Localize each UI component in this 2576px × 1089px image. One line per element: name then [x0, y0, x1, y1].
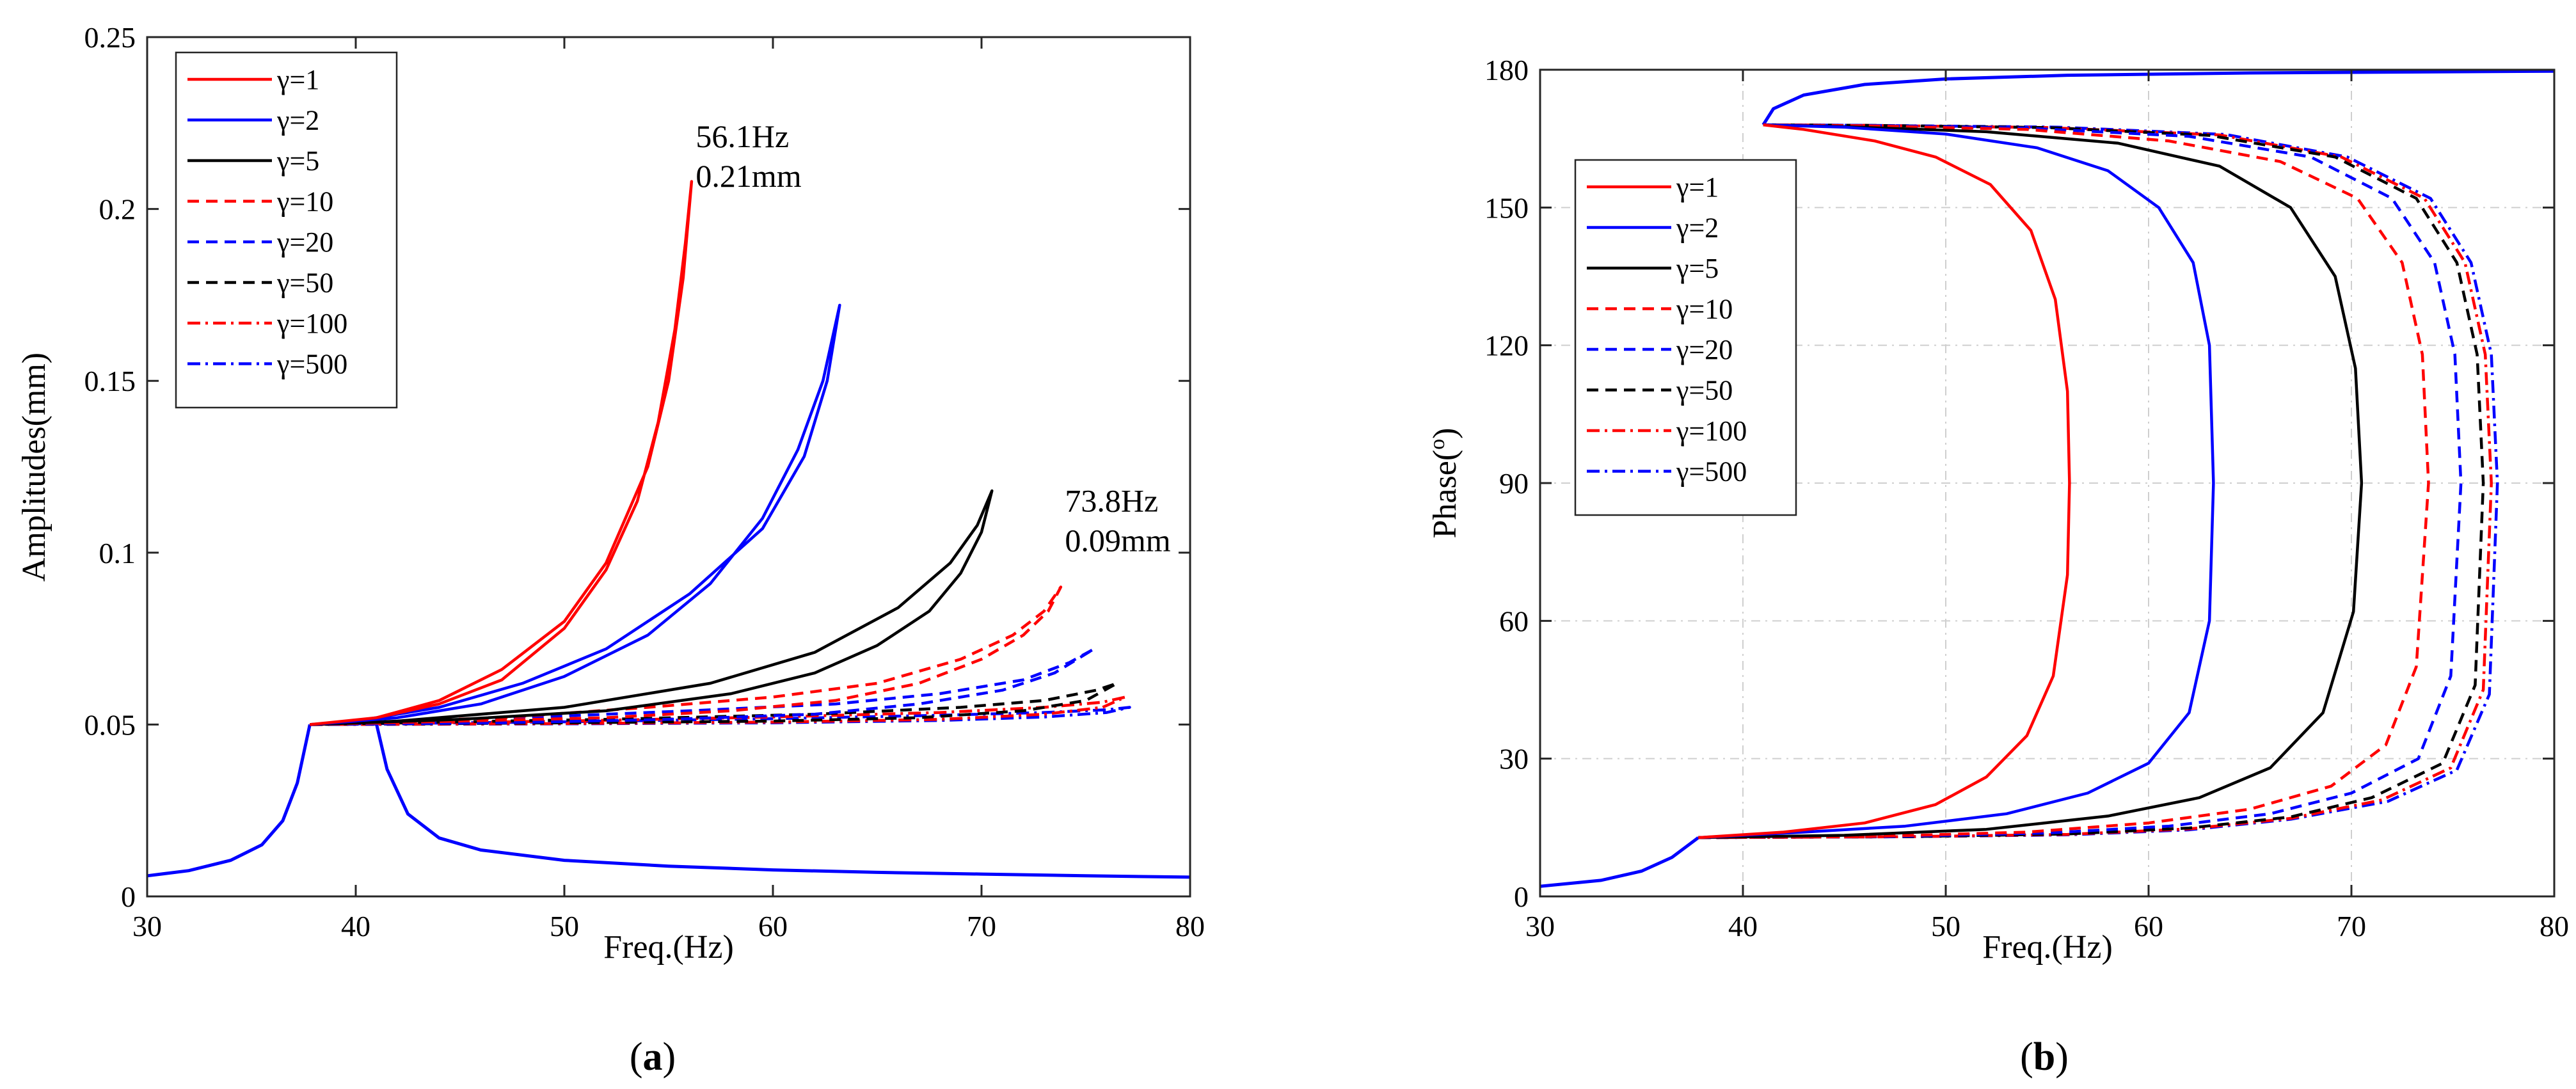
panel-b-xtick-label-5: 80 [2540, 910, 2569, 942]
panel-b-series-line-3 [1698, 123, 2430, 839]
annotation-peak-gamma1-freq: 56.1Hz [696, 118, 789, 154]
panel-b-xtick-label-0: 30 [1525, 910, 1555, 942]
panel-b-y-axis-label-close: ) [1427, 428, 1463, 439]
panel-b-legend-label-7: γ=500 [1676, 456, 1747, 488]
panel-a-ytick-label-1: 0.05 [84, 708, 136, 741]
panel-a-series-line-5 [310, 681, 1119, 726]
panel-b-legend-label-3: γ=10 [1676, 294, 1733, 325]
panel-a-ytick-label-3: 0.15 [84, 365, 136, 397]
panel-a-caption-letter: a [643, 1035, 663, 1079]
panel-b-caption: (b) [2020, 1035, 2069, 1079]
panel-a-plot-frame [146, 36, 1191, 898]
panel-b-y-axis-label: Phase(o) [1426, 428, 1463, 539]
panel-b-series-line-1 [1698, 123, 2215, 839]
panel-b-ytick-label-0: 0 [1514, 880, 1529, 913]
panel-b-ytick-label-2: 60 [1499, 605, 1529, 637]
panel-b-legend-label-6: γ=100 [1676, 415, 1747, 447]
panel-a-legend-label-3: γ=10 [276, 186, 333, 218]
panel-b-curves [1539, 69, 2555, 888]
panel-a-legend-label-4: γ=20 [276, 227, 333, 258]
panel-a-ytick-label-0: 0 [121, 880, 136, 913]
panel-a-series-line-1 [310, 303, 841, 726]
panel-b-caption-open: ( [2020, 1035, 2033, 1079]
panel-b-series-line-2 [1698, 123, 2364, 839]
panel-b-xtick-label-4: 70 [2337, 910, 2366, 942]
panel-a-series-line-2 [310, 489, 994, 726]
panel-a-legend-label-6: γ=100 [276, 308, 347, 339]
panel-a-xtick-label-3: 60 [758, 910, 788, 942]
annotation-peak-gamma10-amp: 0.09mm [1065, 522, 1170, 558]
panel-a-caption-open: ( [630, 1035, 643, 1079]
panel-b-ytick-label-5: 150 [1484, 191, 1529, 224]
panel-b-series-line-6 [1698, 123, 2493, 839]
panel-b-xtick-label-3: 60 [2134, 910, 2163, 942]
panel-a-legend-label-0: γ=1 [276, 64, 319, 95]
panel-a-legend-label-7: γ=500 [276, 349, 347, 380]
panel-a-caption: (a) [630, 1035, 676, 1079]
panel-b-ytick-label-6: 180 [1484, 54, 1529, 86]
panel-b-legend-label-5: γ=50 [1676, 375, 1733, 406]
annotation-peak-gamma1-amp: 0.21mm [696, 158, 801, 194]
panel-b-legend-label-0: γ=1 [1676, 171, 1719, 203]
panel-a-legend-box [175, 51, 398, 409]
panel-a-series-line-0 [310, 180, 694, 726]
panel-a-legend-label-1: γ=2 [276, 105, 319, 136]
panel-a-xtick-label-2: 50 [550, 910, 579, 942]
panel-b-x-axis-label: Freq.(Hz) [1982, 929, 2113, 966]
panel-a-ytick-label-2: 0.1 [99, 537, 136, 569]
panel-b-series-line-7 [1698, 123, 2499, 839]
panel-a-xtick-label-5: 80 [1175, 910, 1205, 942]
panel-a-base-branch-curve [375, 724, 1191, 879]
panel-b-ytick-label-4: 120 [1484, 330, 1529, 362]
panel-a-xtick-label-1: 40 [341, 910, 370, 942]
panel-b-caption-letter: b [2033, 1035, 2055, 1079]
panel-a-curves [147, 180, 1191, 879]
panel-a-xtick-label-4: 70 [967, 910, 996, 942]
panel-b-xtick-label-2: 50 [1931, 910, 1960, 942]
panel-a-legend-label-2: γ=5 [276, 145, 319, 177]
panel-a-ticks: 30 40 50 60 70 80 0 0.05 0.1 0.15 0.2 0.25 [84, 21, 1205, 942]
panel-b-series-line-4 [1698, 123, 2463, 839]
panel-b-series-line-0 [1698, 123, 2071, 839]
panel-b-legend: γ=1 γ=2 γ=5 γ=10 γ=20 γ=50 γ=100 γ=500 [1574, 159, 1797, 516]
panel-a-legend-label-5: γ=50 [276, 267, 333, 299]
panel-a-caption-close: ) [663, 1035, 676, 1079]
panel-b-ytick-label-1: 30 [1499, 743, 1529, 775]
panel-a-legend: γ=1 γ=2 γ=5 γ=10 γ=20 γ=50 γ=100 γ=500 [175, 51, 398, 409]
annotation-peak-gamma10-freq: 73.8Hz [1065, 482, 1158, 518]
panel-a-series-line-4 [310, 647, 1096, 726]
panel-a-ytick-label-4: 0.2 [99, 193, 136, 226]
panel-a-x-axis-label: Freq.(Hz) [603, 929, 734, 966]
panel-b-legend-box [1574, 159, 1797, 516]
panel-a-y-axis-label: Amplitudes(mm) [16, 353, 52, 582]
panel-b-xtick-label-1: 40 [1728, 910, 1758, 942]
panel-b-series-line-5 [1698, 123, 2485, 839]
panel-a-xtick-label-0: 30 [132, 910, 162, 942]
panel-b-legend-label-4: γ=20 [1676, 334, 1733, 365]
panel-a-series-line-3 [310, 585, 1063, 726]
panel-b-y-axis-label-sup: o [1426, 439, 1449, 450]
panel-a-annotations: 56.1Hz 0.21mm 73.8Hz 0.09mm [696, 118, 1170, 558]
panel-b-base-branch-curve [1761, 69, 2555, 126]
panel-b-linear-response-curve [1539, 836, 1699, 888]
panel-b-legend-label-2: γ=5 [1676, 253, 1719, 284]
panel-b-ytick-label-3: 90 [1499, 467, 1529, 500]
panel-a-linear-response-curve [147, 724, 312, 878]
panel-b-caption-close: ) [2055, 1035, 2069, 1079]
panel-b-legend-label-1: γ=2 [1676, 212, 1719, 244]
panel-b-y-axis-label-main: Phase( [1427, 450, 1463, 539]
panel-a-ytick-label-5: 0.25 [84, 21, 136, 54]
